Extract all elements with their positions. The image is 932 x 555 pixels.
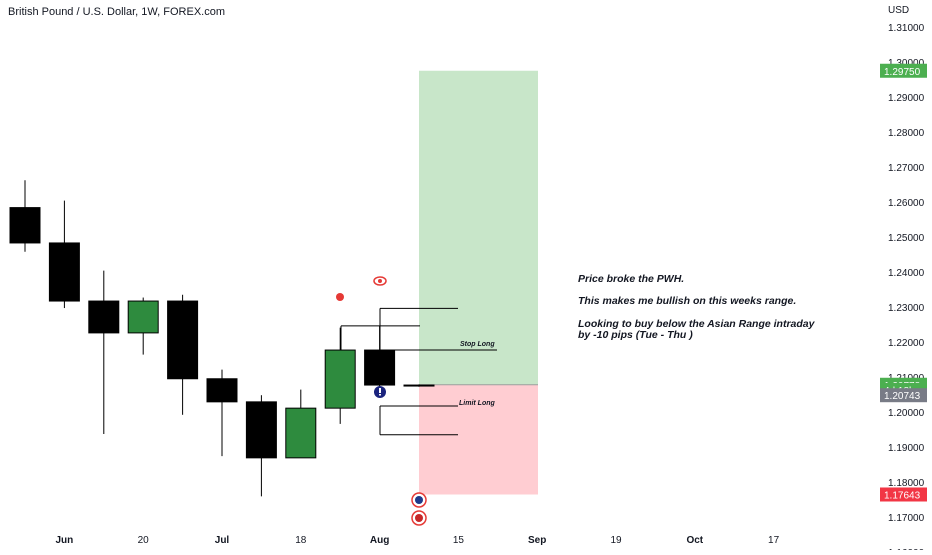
candle-body[interactable] bbox=[245, 401, 277, 459]
stop-long-label: Stop Long bbox=[460, 341, 495, 348]
burst-marker-icon[interactable] bbox=[336, 293, 344, 301]
price-tick-label: 1.28000 bbox=[888, 128, 925, 139]
limit-long-label: Limit Long bbox=[459, 400, 495, 407]
time-tick-label: 19 bbox=[610, 535, 622, 546]
candle-body[interactable] bbox=[127, 300, 159, 334]
price-tick-label: 1.17000 bbox=[888, 513, 925, 524]
symbol-title[interactable]: British Pound / U.S. Dollar, 1W, FOREX.c… bbox=[8, 6, 226, 18]
candle-body[interactable] bbox=[9, 207, 41, 244]
price-tick-label: 1.29000 bbox=[888, 93, 925, 104]
info-icon-dot bbox=[379, 394, 381, 396]
time-tick-label: 18 bbox=[295, 535, 307, 546]
time-tick-label: Jun bbox=[56, 535, 74, 546]
price-tick-label: 1.31000 bbox=[888, 23, 925, 34]
candle-body[interactable] bbox=[364, 349, 396, 386]
time-tick-label: 20 bbox=[138, 535, 150, 546]
candle-body[interactable] bbox=[285, 407, 317, 459]
profit-zone[interactable] bbox=[419, 70, 538, 385]
price-badge bbox=[880, 388, 927, 403]
price-tick-label: 1.18000 bbox=[888, 478, 925, 489]
time-tick-label: Aug bbox=[370, 535, 389, 546]
price-tick-label: 1.30000 bbox=[888, 58, 925, 69]
price-tick-label: 1.24000 bbox=[888, 268, 925, 279]
annotation-line-1: Price broke the PWH. bbox=[578, 273, 685, 285]
price-tick-label: 1.20000 bbox=[888, 408, 925, 419]
candle-body[interactable] bbox=[48, 242, 80, 302]
info-icon-bar bbox=[379, 388, 381, 393]
annotation-line-4: by -10 pips (Tue - Thu ) bbox=[578, 329, 693, 341]
price-badge bbox=[880, 487, 927, 502]
price-tick-label: 1.23000 bbox=[888, 303, 925, 314]
candle-body[interactable] bbox=[403, 384, 435, 387]
time-tick-label: 15 bbox=[453, 535, 465, 546]
price-tick-label: 1.26000 bbox=[888, 198, 925, 209]
time-tick-label: 17 bbox=[768, 535, 780, 546]
candle-body[interactable] bbox=[88, 300, 120, 334]
uk-flag-icon bbox=[415, 496, 423, 504]
price-badge bbox=[880, 63, 927, 78]
price-tick-label: 1.25000 bbox=[888, 233, 925, 244]
price-badge-label: 1.20743 bbox=[884, 391, 921, 402]
candle-body[interactable] bbox=[206, 378, 238, 403]
eye-icon[interactable] bbox=[373, 276, 387, 286]
price-badge-label: 1.17643 bbox=[884, 490, 921, 501]
loss-zone[interactable] bbox=[419, 384, 538, 495]
us-flag-icon bbox=[415, 514, 423, 522]
annotation-line-3: Looking to buy below the Asian Range int… bbox=[578, 318, 815, 330]
price-tick-label: 1.27000 bbox=[888, 163, 925, 174]
annotation-line-2: This makes me bullish on this weeks rang… bbox=[578, 295, 797, 307]
candle-body[interactable] bbox=[167, 300, 199, 380]
price-badge-label: 1.29750 bbox=[884, 67, 921, 78]
currency-label[interactable]: USD bbox=[888, 5, 910, 16]
time-tick-label: Oct bbox=[686, 535, 703, 546]
price-tick-label: 1.22000 bbox=[888, 338, 925, 349]
time-tick-label: Jul bbox=[215, 535, 230, 546]
time-tick-label: Sep bbox=[528, 535, 546, 546]
candle-body[interactable] bbox=[324, 349, 356, 409]
price-tick-label: 1.19000 bbox=[888, 443, 925, 454]
